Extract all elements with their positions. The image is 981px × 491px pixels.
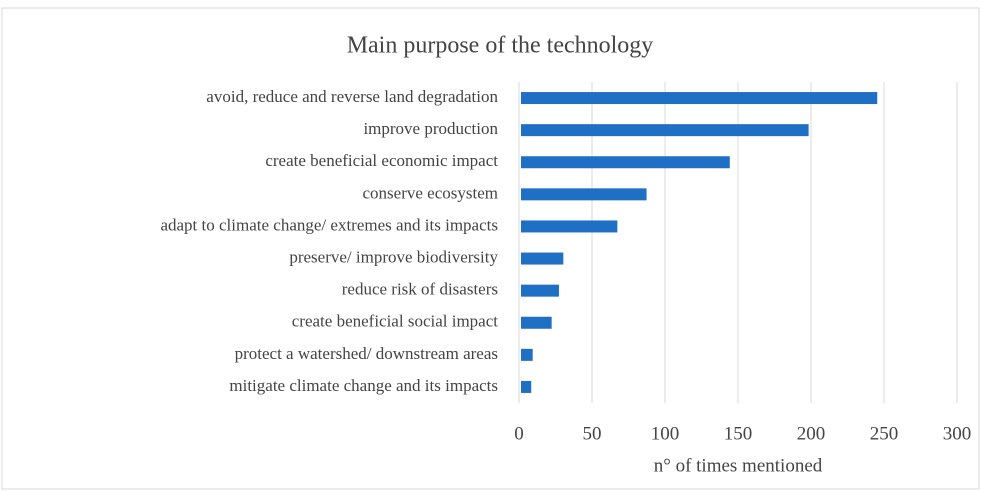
y-tick-label: conserve ecosystem	[363, 183, 498, 202]
bar	[521, 348, 533, 361]
x-axis-title: n° of times mentioned	[654, 455, 823, 476]
bar	[521, 220, 618, 233]
y-tick-label: mitigate climate change and its impacts	[229, 376, 498, 395]
x-tick-label: 300	[943, 423, 972, 444]
y-tick-label: create beneficial social impact	[292, 312, 499, 331]
chart-title: Main purpose of the technology	[347, 33, 654, 59]
bar	[521, 284, 559, 297]
x-tick-label: 0	[514, 423, 524, 444]
x-tick-label: 200	[797, 423, 826, 444]
bar	[521, 92, 878, 105]
x-tick-label: 150	[724, 423, 753, 444]
y-tick-label: preserve/ improve biodiversity	[289, 247, 498, 266]
bar	[521, 316, 552, 329]
chart-frame	[1, 7, 980, 490]
y-tick-label: reduce risk of disasters	[342, 280, 498, 299]
x-tick-label: 50	[583, 423, 602, 444]
y-tick-label: improve production	[363, 119, 498, 138]
x-tick-label: 250	[870, 423, 899, 444]
y-tick-label: protect a watershed/ downstream areas	[235, 344, 498, 363]
y-tick-label: avoid, reduce and reverse land degradati…	[206, 87, 498, 106]
bar	[521, 380, 532, 393]
bar	[521, 156, 730, 169]
y-tick-label: create beneficial economic impact	[265, 151, 498, 170]
x-tick-label: 100	[651, 423, 680, 444]
bar	[521, 252, 564, 265]
y-tick-label: adapt to climate change/ extremes and it…	[160, 215, 498, 234]
bar	[521, 188, 647, 201]
bar	[521, 124, 809, 137]
